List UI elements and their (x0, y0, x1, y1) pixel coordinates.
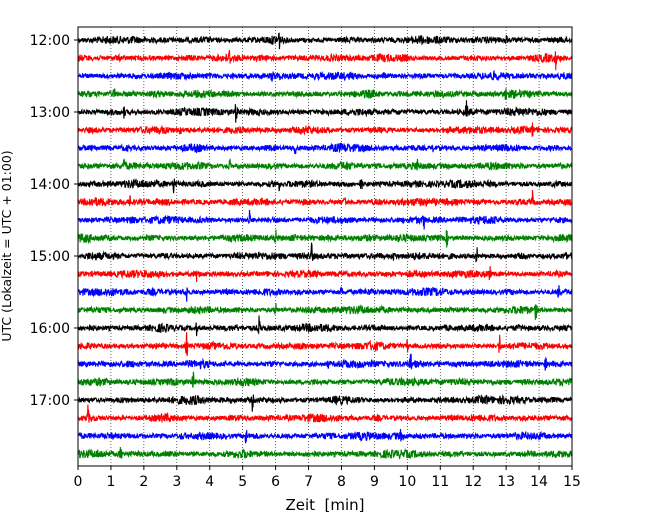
x-tick-label: 5 (238, 474, 247, 490)
x-tick-label: 2 (139, 474, 148, 490)
x-tick-label: 15 (563, 474, 581, 490)
trace-line (77, 404, 573, 424)
trace-line (77, 158, 573, 171)
trace-line (77, 332, 573, 357)
x-axis-label: Zeit [min] (285, 496, 364, 514)
y-tick-label: 15:00 (30, 249, 70, 265)
y-tick-label: 12:00 (30, 33, 70, 49)
trace-line (77, 69, 573, 82)
y-tick-label: 17:00 (30, 393, 70, 409)
x-tick-label: 0 (74, 474, 83, 490)
trace-line (77, 242, 573, 263)
x-tick-label: 10 (398, 474, 416, 490)
y-tick-label: 14:00 (30, 177, 70, 193)
x-tick-label: 4 (205, 474, 214, 490)
x-tick-label: 8 (337, 474, 346, 490)
y-tick-label: 13:00 (30, 105, 70, 121)
trace-line (77, 315, 573, 337)
trace-line (77, 189, 573, 208)
x-tick-label: 1 (106, 474, 115, 490)
x-tick-label: 14 (530, 474, 548, 490)
x-tick-label: 9 (370, 474, 379, 490)
x-tick-label: 3 (172, 474, 181, 490)
plot-frame (77, 26, 573, 467)
x-tick-label: 12 (464, 474, 482, 490)
trace-line (77, 303, 573, 320)
trace-line (77, 122, 573, 137)
x-tick-label: 11 (431, 474, 449, 490)
trace-line (77, 49, 573, 71)
trace-line (77, 429, 573, 444)
trace-line (77, 32, 573, 50)
trace-line (77, 371, 573, 388)
trace-line (77, 88, 573, 101)
trace-line (77, 393, 573, 412)
trace-layer (77, 32, 573, 460)
y-axis: 12:00 13:00 14:00 15:00 16:00 17:00 (30, 33, 78, 409)
y-axis-label: UTC (Lokalzeit = UTC + 01:00) (0, 150, 14, 341)
trace-line (77, 100, 573, 123)
trace-line (77, 142, 573, 155)
grid-layer (110, 27, 540, 466)
trace-line (77, 447, 573, 460)
trace-line (77, 285, 573, 302)
trace-line (77, 229, 573, 248)
trace-line (77, 266, 573, 283)
trace-line (77, 353, 573, 371)
trace-line (77, 177, 573, 194)
x-tick-label: 13 (497, 474, 515, 490)
x-tick-label: 7 (304, 474, 313, 490)
y-tick-label: 16:00 (30, 321, 70, 337)
x-axis: 0 1 2 3 4 5 6 7 8 9 10 11 12 13 14 15 (74, 466, 581, 490)
x-tick-label: 6 (271, 474, 280, 490)
trace-line (77, 209, 573, 230)
